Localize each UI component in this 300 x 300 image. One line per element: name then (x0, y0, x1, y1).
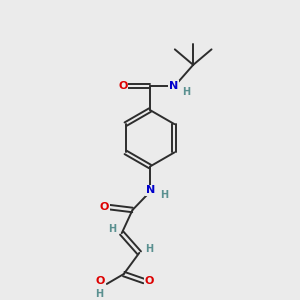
Text: H: H (160, 190, 168, 200)
Text: H: H (108, 224, 116, 234)
Text: H: H (95, 289, 103, 299)
Text: O: O (100, 202, 109, 212)
Text: H: H (182, 87, 190, 97)
Text: H: H (145, 244, 153, 254)
Text: O: O (96, 276, 105, 286)
Text: O: O (118, 81, 128, 91)
Text: N: N (169, 81, 178, 91)
Text: O: O (145, 276, 154, 286)
Text: N: N (146, 185, 155, 196)
